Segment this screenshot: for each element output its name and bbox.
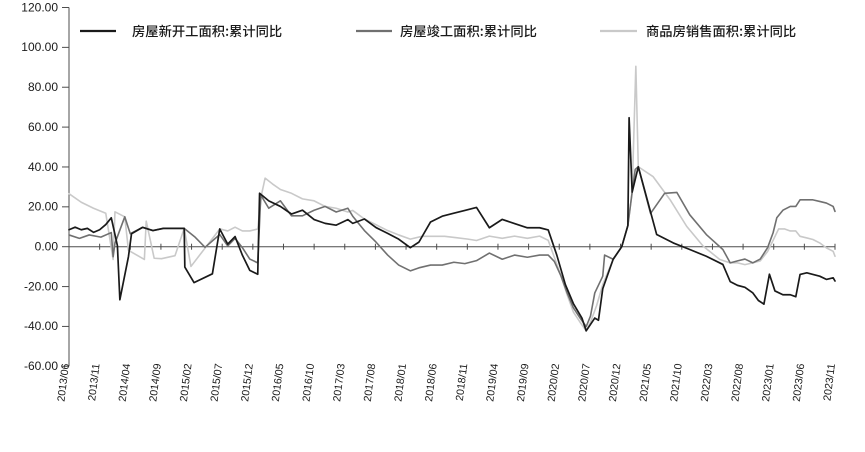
svg-text:20.00: 20.00 (28, 200, 58, 214)
svg-text:0.00: 0.00 (35, 240, 59, 254)
svg-text:120.00: 120.00 (21, 0, 58, 14)
svg-text:60.00: 60.00 (28, 120, 58, 134)
svg-text:-20.00: -20.00 (24, 279, 58, 293)
svg-text:商品房销售面积:累计同比: 商品房销售面积:累计同比 (646, 21, 796, 40)
svg-text:房屋竣工面积:累计同比: 房屋竣工面积:累计同比 (400, 21, 537, 40)
svg-text:房屋新开工面积:累计同比: 房屋新开工面积:累计同比 (132, 21, 282, 40)
svg-text:-60.00: -60.00 (24, 359, 58, 373)
svg-text:-40.00: -40.00 (24, 319, 58, 333)
svg-text:100.00: 100.00 (21, 40, 58, 54)
svg-text:80.00: 80.00 (28, 80, 58, 94)
svg-text:40.00: 40.00 (28, 160, 58, 174)
